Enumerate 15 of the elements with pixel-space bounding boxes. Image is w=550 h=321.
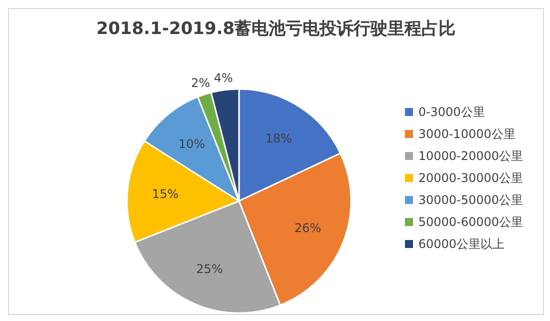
legend-label: 3000-10000公里 — [418, 126, 516, 143]
legend-label: 20000-30000公里 — [418, 170, 523, 187]
data-label: 10% — [178, 136, 206, 151]
data-label: 4% — [214, 70, 233, 85]
data-label: 26% — [294, 221, 322, 236]
data-label: 2% — [191, 76, 210, 90]
data-label: 25% — [196, 262, 223, 276]
chart-title: 2018.1-2019.8蓄电池亏电投诉行驶里程占比 — [95, 18, 457, 41]
data-label: 18% — [265, 132, 292, 146]
data-label: 15% — [152, 187, 179, 202]
legend-label: 0-3000公里 — [418, 104, 485, 121]
legend-label: 30000-50000公里 — [418, 192, 523, 209]
legend-label: 60000公里以上 — [418, 236, 504, 253]
legend-label: 10000-20000公里 — [418, 148, 523, 165]
legend-label: 50000-60000公里 — [418, 214, 523, 231]
